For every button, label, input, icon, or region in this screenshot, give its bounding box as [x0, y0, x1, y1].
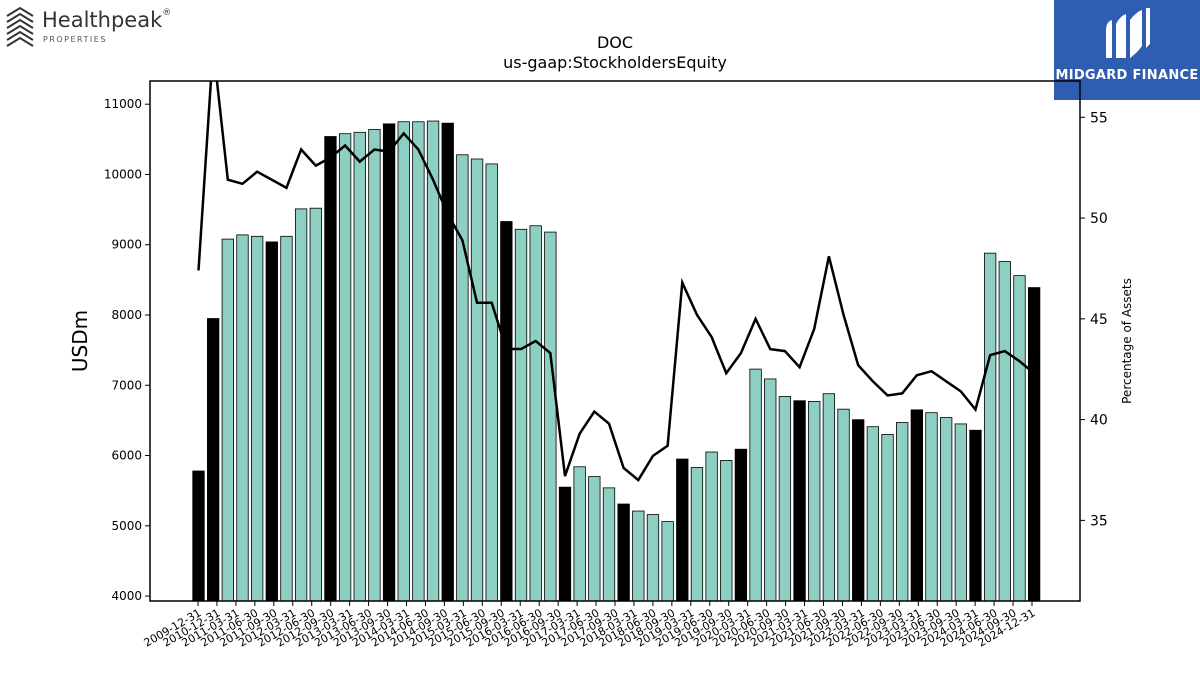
midgard-logo: MIDGARD FINANCE	[1054, 0, 1200, 100]
bar-2022-09-30	[896, 422, 909, 602]
bar-2018-03-31	[632, 510, 645, 602]
y-tick-label: 7000	[111, 378, 142, 392]
bar-2014-03-31	[397, 121, 410, 602]
bar-2017-03-31	[573, 466, 586, 602]
bar-2023-06-30	[940, 417, 953, 602]
bar-2020-03-31	[749, 368, 762, 602]
chart-subtitle: us-gaap:StockholdersEquity	[503, 53, 727, 72]
y-axis-label: USDm	[68, 310, 92, 372]
y2-tick-label: 55	[1090, 110, 1108, 126]
bars-layer	[192, 120, 1041, 602]
midgard-m-logo-icon	[1106, 8, 1150, 58]
healthpeak-logo: Healthpeak® PROPERTIES	[4, 4, 174, 48]
bar-2022-03-31	[866, 426, 880, 602]
bar-2018-12-31	[676, 458, 689, 602]
bar-2017-09-30	[602, 487, 616, 602]
bar-2021-12-31	[852, 419, 865, 602]
bar-2013-09-30	[368, 129, 381, 602]
bar-2018-06-30	[646, 514, 660, 602]
bar-2011-06-30	[236, 234, 249, 602]
bar-2009-12-31	[192, 470, 205, 602]
bar-2013-03-31	[338, 133, 352, 602]
bar-2017-12-31	[617, 503, 630, 602]
bar-2019-03-31	[690, 467, 704, 602]
midgard-name: MIDGARD FINANCE	[1055, 68, 1199, 83]
right-axis: 35 40 45 50 55	[1080, 110, 1108, 529]
y2-tick-label: 50	[1090, 211, 1108, 227]
bar-2015-12-31	[500, 221, 513, 602]
bar-2015-03-31	[456, 154, 469, 602]
y-tick-label: 4000	[111, 589, 142, 603]
bar-2013-06-30	[353, 131, 366, 602]
bar-2016-09-30	[544, 231, 557, 602]
bar-2021-09-30	[837, 408, 850, 602]
healthpeak-name: Healthpeak	[42, 8, 163, 32]
bar-2014-12-31	[441, 122, 454, 602]
bar-2024-06-30	[998, 261, 1011, 602]
bar-2022-06-30	[881, 434, 894, 602]
bar-2010-12-31	[207, 318, 220, 602]
bar-2023-03-31	[925, 412, 938, 602]
y-tick-label: 5000	[111, 519, 142, 533]
bar-2021-03-31	[808, 401, 821, 602]
bar-2024-12-31	[1027, 287, 1041, 602]
bar-2014-06-30	[412, 121, 425, 602]
bar-2011-09-30	[250, 235, 264, 602]
healthpeak-subtitle: PROPERTIES	[43, 35, 107, 44]
y2-tick-label: 35	[1090, 513, 1108, 529]
bar-2014-09-30	[426, 120, 440, 602]
bar-2016-03-31	[514, 228, 528, 602]
y-tick-label: 6000	[111, 449, 142, 463]
bar-2017-06-30	[588, 476, 601, 602]
chart-title: DOC	[597, 33, 633, 52]
bar-2016-06-30	[529, 225, 542, 602]
bar-2020-06-30	[764, 378, 777, 602]
y-tick-label: 11000	[104, 97, 142, 111]
bar-2019-12-31	[734, 448, 748, 602]
bar-2015-09-30	[485, 163, 498, 602]
bar-2020-09-30	[778, 396, 792, 602]
bar-2019-09-30	[720, 460, 733, 602]
bar-2023-09-30	[954, 423, 967, 602]
y2-axis-label: Percentage of Assets	[1120, 278, 1134, 404]
bar-2023-12-31	[969, 429, 982, 602]
bar-2011-12-31	[265, 241, 278, 602]
y2-tick-label: 40	[1090, 413, 1108, 429]
y2-tick-label: 45	[1090, 312, 1108, 328]
bar-2015-06-30	[470, 158, 484, 602]
bar-2022-12-31	[910, 409, 923, 602]
x-axis: 2009-12-312010-12-312011-03-312011-06-30…	[142, 601, 1038, 650]
line-layer	[197, 81, 1035, 482]
y-tick-label: 9000	[111, 238, 142, 252]
bar-2024-03-31	[983, 252, 997, 602]
bar-2021-06-30	[822, 393, 836, 602]
bar-2016-12-31	[558, 486, 572, 602]
healthpeak-reg: ®	[162, 8, 172, 18]
bar-2012-12-31	[324, 136, 337, 602]
bar-2012-09-30	[309, 207, 322, 602]
bar-2024-09-30	[1013, 275, 1026, 602]
bar-2012-03-31	[280, 235, 293, 602]
bar-2020-12-31	[793, 400, 806, 602]
left-axis: 4000 5000 6000 7000 8000 9000 10000 11000	[104, 97, 150, 603]
bar-2012-06-30	[294, 208, 308, 602]
bar-2011-03-31	[221, 238, 234, 602]
bar-2013-12-31	[382, 123, 396, 602]
percentage-of-assets-line	[197, 81, 1035, 482]
bar-2019-06-30	[705, 451, 718, 602]
bar-2018-09-30	[661, 521, 674, 602]
y-tick-label: 8000	[111, 308, 142, 322]
stacked-chevrons-logo-icon	[6, 6, 34, 47]
y-tick-label: 10000	[104, 167, 142, 181]
